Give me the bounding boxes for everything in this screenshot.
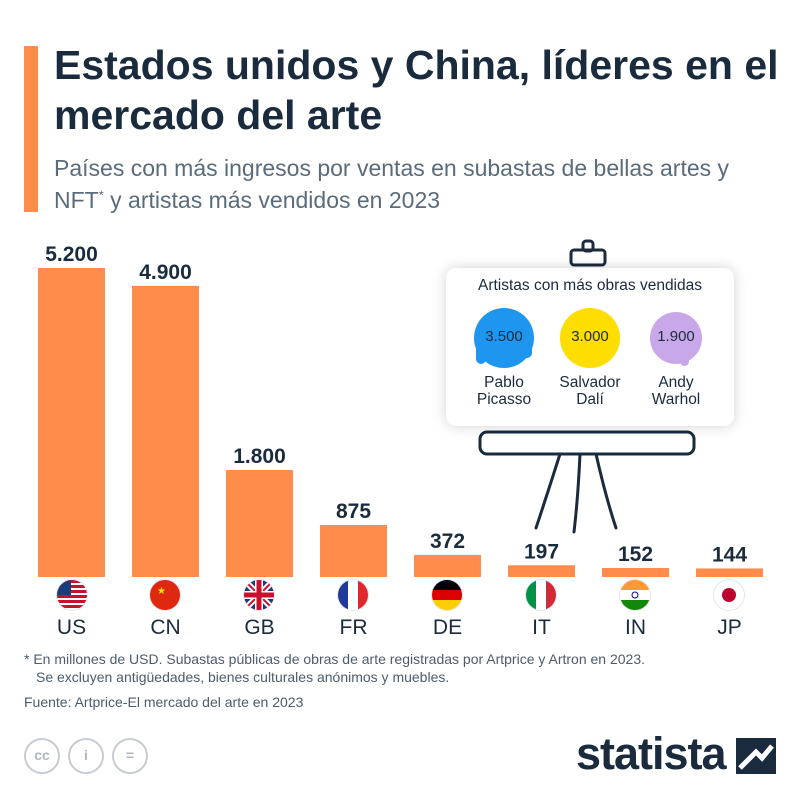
paint-blob-icon: 3.000 [560, 308, 620, 368]
category-label-in: IN [625, 616, 646, 639]
bar-gb [226, 470, 293, 577]
bar-chart: 5.200 US 4.900 CN 1.800 GB 875 FR 372 DE 197 IT 152 I… [38, 243, 763, 639]
flag-jp-icon [714, 580, 744, 610]
flag-it-icon [526, 580, 556, 610]
by-icon[interactable]: i [68, 738, 104, 774]
value-label-in: 152 [618, 543, 653, 566]
cc-icon[interactable]: cc [24, 738, 60, 774]
category-label-it: IT [532, 616, 551, 639]
value-label-de: 372 [430, 530, 465, 553]
paint-blob-shape [560, 308, 620, 368]
source-text: Fuente: Artprice-El mercado del arte en … [24, 694, 304, 710]
page-title: Estados unidos y China, líderes en el me… [54, 42, 779, 138]
flag-gb-icon [244, 580, 274, 610]
footnote: * En millones de USD. Subastas públicas … [24, 650, 784, 686]
category-label-jp: JP [717, 616, 742, 639]
value-label-us: 5.200 [45, 243, 98, 266]
paint-blob-shape [474, 308, 534, 368]
artist-value: 1.900 [657, 328, 695, 345]
artists-card: Artistas con más obras vendidas 3.500 Pa… [446, 268, 734, 426]
subtitle-footnote-mark: * [98, 187, 104, 203]
flag-in-icon [620, 580, 650, 610]
artist-name: Pablo Picasso [476, 374, 532, 408]
category-label-us: US [57, 616, 86, 639]
value-label-jp: 144 [712, 543, 747, 566]
category-label-cn: CN [150, 616, 180, 639]
value-label-fr: 875 [336, 500, 371, 523]
footnote-line-1: * En millones de USD. Subastas públicas … [24, 651, 646, 667]
statista-logo-icon [736, 738, 776, 774]
artist-value: 3.000 [571, 328, 609, 345]
artist-item: 3.000 Salvador Dalí [542, 308, 638, 408]
paint-blob-icon: 3.500 [474, 308, 534, 368]
category-label-gb: GB [244, 616, 274, 639]
category-label-fr: FR [340, 616, 368, 639]
easel-icon [478, 430, 696, 534]
subtitle-main: Países con más ingresos por ventas en su… [54, 155, 730, 213]
page-subtitle: Países con más ingresos por ventas en su… [54, 152, 784, 216]
value-label-gb: 1.800 [233, 445, 286, 468]
flag-us-icon [57, 580, 87, 610]
nd-icon[interactable]: = [112, 738, 148, 774]
paint-blob-icon: 1.900 [646, 308, 706, 368]
artists-card-title: Artistas con más obras vendidas [478, 277, 702, 294]
value-label-cn: 4.900 [139, 261, 192, 284]
artist-name: Salvador Dalí [559, 374, 621, 408]
bar-cn [132, 285, 199, 577]
bar-us [38, 268, 105, 577]
bar-de [414, 554, 481, 577]
brand-logo[interactable]: statista [576, 728, 727, 779]
title-accent-bar [24, 46, 38, 212]
bar-fr [320, 525, 387, 577]
category-label-de: DE [433, 616, 462, 639]
easel-top-icon [569, 239, 607, 267]
license-icons: cc i = [24, 738, 148, 774]
flag-cn-icon: ★ [150, 580, 180, 610]
svg-text:★: ★ [157, 586, 166, 597]
bar-jp [696, 568, 763, 577]
artist-name: Andy Warhol [651, 374, 701, 408]
flag-de-icon [432, 580, 462, 610]
artist-item: 3.500 Pablo Picasso [456, 308, 552, 408]
footnote-line-2: Se excluyen antigüedades, bienes cultura… [36, 669, 450, 685]
artist-value: 3.500 [485, 328, 523, 345]
artist-item: 1.900 Andy Warhol [628, 308, 724, 408]
paint-blob-shape [650, 312, 702, 366]
flag-fr-icon [338, 580, 368, 610]
subtitle-tail: y artistas más vendidos en 2023 [103, 187, 441, 213]
bar-it [508, 565, 575, 577]
value-label-it: 197 [524, 540, 559, 563]
bar-in [602, 567, 669, 577]
